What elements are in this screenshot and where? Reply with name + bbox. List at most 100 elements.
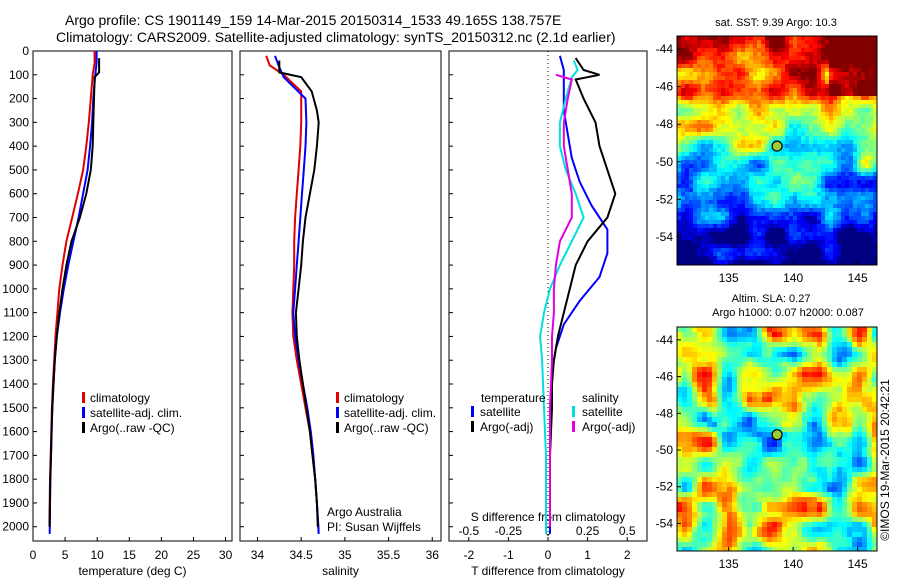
legend-swatch [336,422,339,433]
y-tick-label: 600 [9,187,29,201]
y-tick-label: 500 [9,163,29,177]
y-tick-label: 200 [9,92,29,106]
y-tick-label: 900 [9,258,29,272]
x-tick-label: 0 [545,548,552,562]
legend-label: Argo(-adj) [582,420,635,434]
plot-frame-salinity [239,50,442,542]
series-line-argo [48,58,101,527]
x-tick-label: -1 [503,548,514,562]
legend-swatch [572,406,575,417]
map-title-sla: Altim. SLA: 0.27 [732,293,811,305]
legend-label: climatology [90,391,150,405]
x-tick-label: 20 [155,548,169,562]
annotation-line: Argo Australia [327,505,402,519]
x-tick-label-top: 0.25 [576,524,600,538]
legend-swatch [82,392,85,403]
y-tick-label: 1600 [2,425,29,439]
map-y-tick-label: -46 [656,370,674,384]
map-frame [676,35,878,266]
y-tick-label: 800 [9,234,29,248]
x-tick-label: 2 [624,548,631,562]
legend-label: climatology [344,391,404,405]
map-subtitle-sla: Argo h1000: 0.07 h2000: 0.087 [712,307,864,319]
x-axis-label: salinity [322,564,359,578]
legend-header: salinity [582,391,619,405]
x-tick-label: 35 [338,548,352,562]
y-tick-label: 100 [9,68,29,82]
series-line-argo_diff_s [549,73,573,527]
figure-title-line1: Argo profile: CS 1901149_159 14-Mar-2015… [65,12,562,28]
x-tick-label: 35.5 [377,548,401,562]
x-tick-label: 0 [30,548,37,562]
plot-frame-temperature [32,50,233,542]
annotation-line: PI: Susan Wijffels [327,520,421,534]
x-tick-label-top: 0.5 [619,524,636,538]
map-y-tick-label: -54 [656,516,674,530]
x-tick-label: 36 [426,548,440,562]
legend-label: satellite-adj. clim. [90,406,182,420]
legend-label: satellite [480,405,521,419]
series-line-argo [549,57,617,527]
y-tick-label: 1900 [2,496,29,510]
x-tick-label-top: -0.5 [458,524,479,538]
legend-header: temperature [481,391,546,405]
map-x-tick-label: 135 [719,271,739,285]
y-tick-label: 1500 [2,401,29,415]
legend-label: Argo(..raw -QC) [344,421,429,435]
y-tick-label: 0 [22,44,29,58]
series-line-satellite [274,55,320,534]
y-tick-label: 700 [9,211,29,225]
legend-swatch [471,421,474,432]
y-tick-label: 2000 [2,520,29,534]
map-y-tick-label: -48 [656,117,674,131]
map-y-tick-label: -46 [656,80,674,94]
map-title-sst: sat. SST: 9.39 Argo: 10.3 [715,17,837,29]
x-tick-label: 25 [187,548,201,562]
map-y-tick-label: -50 [656,155,674,169]
map-y-tick-label: -44 [656,333,674,347]
x-tick-label: 34.5 [289,548,313,562]
legend-swatch [471,406,474,417]
map-x-tick-label: 135 [719,557,739,571]
series-line-argo [278,60,320,527]
legend-label: Argo(..raw -QC) [90,421,175,435]
legend-swatch [82,422,85,433]
map-x-tick-label: 145 [848,557,868,571]
y-tick-label: 1200 [2,329,29,343]
y-tick-label: 1100 [3,306,29,320]
x-axis-label: T difference from climatology [471,564,625,578]
x-tick-label: 1 [584,548,591,562]
series-line-climatology [48,51,96,527]
legend-label: Argo(-adj) [480,420,533,434]
y-tick-label: 400 [9,139,29,153]
argo-float-marker [771,140,783,152]
map-x-tick-label: 145 [848,271,868,285]
map-sst_map [677,36,877,265]
y-tick-label: 1400 [2,377,29,391]
map-x-tick-label: 140 [783,557,803,571]
legend-label: satellite [582,405,623,419]
legend-swatch [336,407,339,418]
map-y-tick-label: -50 [656,443,674,457]
argo-float-marker [771,429,783,441]
x-axis-label: temperature (deg C) [78,564,186,578]
copyright-note: ©IMOS 19-Mar-2015 20:42:21 [878,379,892,541]
x-tick-label: 15 [123,548,137,562]
y-tick-label: 300 [9,115,29,129]
map-y-tick-label: -54 [656,230,674,244]
map-y-tick-label: -52 [656,480,674,494]
map-y-tick-label: -44 [656,42,674,56]
x-tick-label: 30 [219,548,233,562]
figure-title-line2: Climatology: CARS2009. Satellite-adjuste… [56,29,616,45]
y-tick-label: 1000 [2,282,29,296]
map-y-tick-label: -48 [656,406,674,420]
map-frame [676,326,878,552]
map-x-tick-label: 140 [783,271,803,285]
x-axis-label-top: S difference from climatology [471,510,626,524]
x-tick-label: 34 [251,548,265,562]
y-tick-label: 1700 [2,448,29,462]
y-tick-label: 1300 [2,353,29,367]
legend-swatch [336,392,339,403]
legend-swatch [572,421,575,432]
